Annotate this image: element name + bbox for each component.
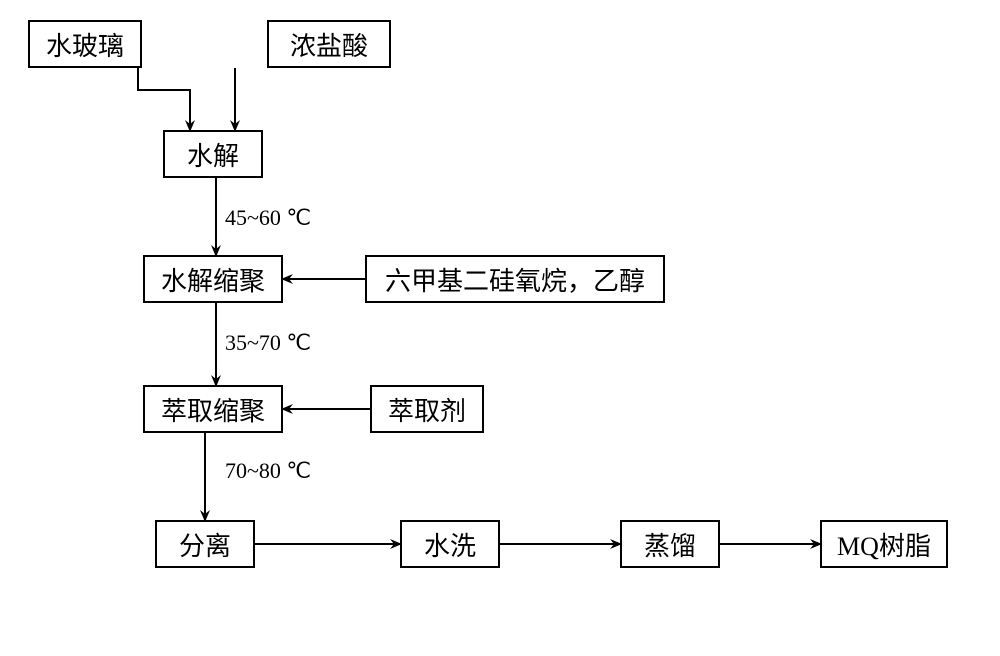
node-hydrolysis-polycondensation: 水解缩聚 <box>143 255 283 303</box>
node-hydrolysis: 水解 <box>163 130 263 178</box>
node-label: 萃取缩聚 <box>161 391 265 428</box>
annotation-text: 35~70 ℃ <box>225 330 311 355</box>
node-label: 浓盐酸 <box>290 26 368 63</box>
annotation-text: 45~60 ℃ <box>225 205 311 230</box>
temp-annotation-2: 35~70 ℃ <box>225 330 311 356</box>
node-extract-polycondensation: 萃取缩聚 <box>143 385 283 433</box>
node-hcl: 浓盐酸 <box>267 20 391 68</box>
node-mq-resin: MQ树脂 <box>820 520 948 568</box>
node-label: 水解 <box>187 136 239 173</box>
node-separate: 分离 <box>155 520 255 568</box>
node-extractant: 萃取剂 <box>370 385 484 433</box>
node-distill: 蒸馏 <box>620 520 720 568</box>
node-label: 水解缩聚 <box>161 261 265 298</box>
flowchart-canvas: 水玻璃 浓盐酸 水解 水解缩聚 六甲基二硅氧烷，乙醇 萃取缩聚 萃取剂 分离 水… <box>0 0 1000 656</box>
temp-annotation-3: 70~80 ℃ <box>225 458 311 484</box>
node-water-glass: 水玻璃 <box>28 20 142 68</box>
node-wash: 水洗 <box>400 520 500 568</box>
node-label: 萃取剂 <box>388 391 466 428</box>
node-label: 六甲基二硅氧烷，乙醇 <box>385 261 645 298</box>
node-label: 水玻璃 <box>46 26 124 63</box>
node-reagent: 六甲基二硅氧烷，乙醇 <box>365 255 665 303</box>
temp-annotation-1: 45~60 ℃ <box>225 205 311 231</box>
node-label: 分离 <box>179 526 231 563</box>
node-label: 蒸馏 <box>644 526 696 563</box>
node-label: MQ树脂 <box>837 526 931 563</box>
annotation-text: 70~80 ℃ <box>225 458 311 483</box>
node-label: 水洗 <box>424 526 476 563</box>
